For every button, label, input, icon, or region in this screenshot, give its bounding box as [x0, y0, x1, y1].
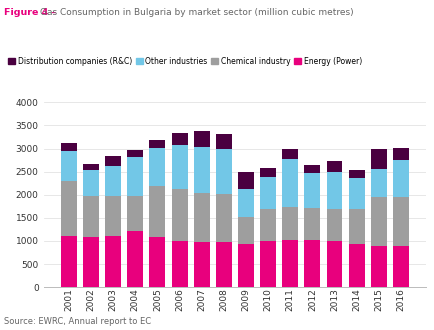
Text: Gas Consumption in Bulgaria by market sector (million cubic metres): Gas Consumption in Bulgaria by market se… — [40, 8, 353, 17]
Bar — [304, 208, 319, 241]
Bar — [61, 151, 77, 181]
Bar — [370, 149, 386, 169]
Bar — [237, 172, 253, 189]
Bar — [127, 231, 143, 287]
Bar — [149, 148, 165, 186]
Bar — [237, 244, 253, 287]
Bar — [127, 196, 143, 231]
Bar — [237, 217, 253, 244]
Bar — [171, 241, 187, 287]
Bar — [282, 240, 298, 287]
Bar — [83, 196, 99, 238]
Bar — [392, 160, 408, 197]
Bar — [83, 164, 99, 170]
Bar — [282, 148, 298, 159]
Bar — [171, 145, 187, 189]
Bar — [149, 237, 165, 287]
Bar — [326, 209, 342, 241]
Bar — [348, 244, 364, 287]
Bar — [127, 150, 143, 157]
Bar — [61, 181, 77, 236]
Bar — [392, 247, 408, 287]
Bar — [105, 156, 121, 166]
Bar — [171, 189, 187, 241]
Bar — [237, 189, 253, 217]
Bar — [83, 170, 99, 196]
Bar — [193, 147, 209, 193]
Bar — [193, 131, 209, 147]
Bar — [215, 149, 231, 194]
Bar — [105, 166, 121, 196]
Bar — [304, 241, 319, 287]
Bar — [127, 157, 143, 196]
Bar — [260, 241, 276, 287]
Bar — [83, 238, 99, 287]
Bar — [260, 168, 276, 177]
Bar — [215, 242, 231, 287]
Bar — [304, 174, 319, 208]
Bar — [348, 178, 364, 209]
Bar — [149, 140, 165, 148]
Bar — [370, 197, 386, 247]
Bar — [304, 165, 319, 174]
Bar — [370, 169, 386, 197]
Bar — [193, 193, 209, 242]
Bar — [326, 161, 342, 172]
Bar — [105, 236, 121, 287]
Bar — [392, 148, 408, 160]
Bar — [215, 194, 231, 242]
Bar — [392, 197, 408, 247]
Bar — [171, 133, 187, 145]
Bar — [348, 170, 364, 178]
Bar — [348, 209, 364, 244]
Bar — [326, 172, 342, 209]
Text: Source: EWRC, Annual report to EC: Source: EWRC, Annual report to EC — [4, 317, 151, 326]
Bar — [260, 177, 276, 209]
Bar — [193, 242, 209, 287]
Bar — [105, 196, 121, 236]
Bar — [370, 247, 386, 287]
Text: Figure 4 –: Figure 4 – — [4, 8, 56, 17]
Bar — [61, 236, 77, 287]
Bar — [149, 186, 165, 237]
Bar — [326, 241, 342, 287]
Bar — [260, 209, 276, 241]
Bar — [215, 134, 231, 149]
Bar — [282, 207, 298, 240]
Bar — [61, 144, 77, 151]
Legend: Distribution companies (R&C), Other industries, Chemical industry, Energy (Power: Distribution companies (R&C), Other indu… — [8, 57, 362, 66]
Bar — [282, 159, 298, 207]
